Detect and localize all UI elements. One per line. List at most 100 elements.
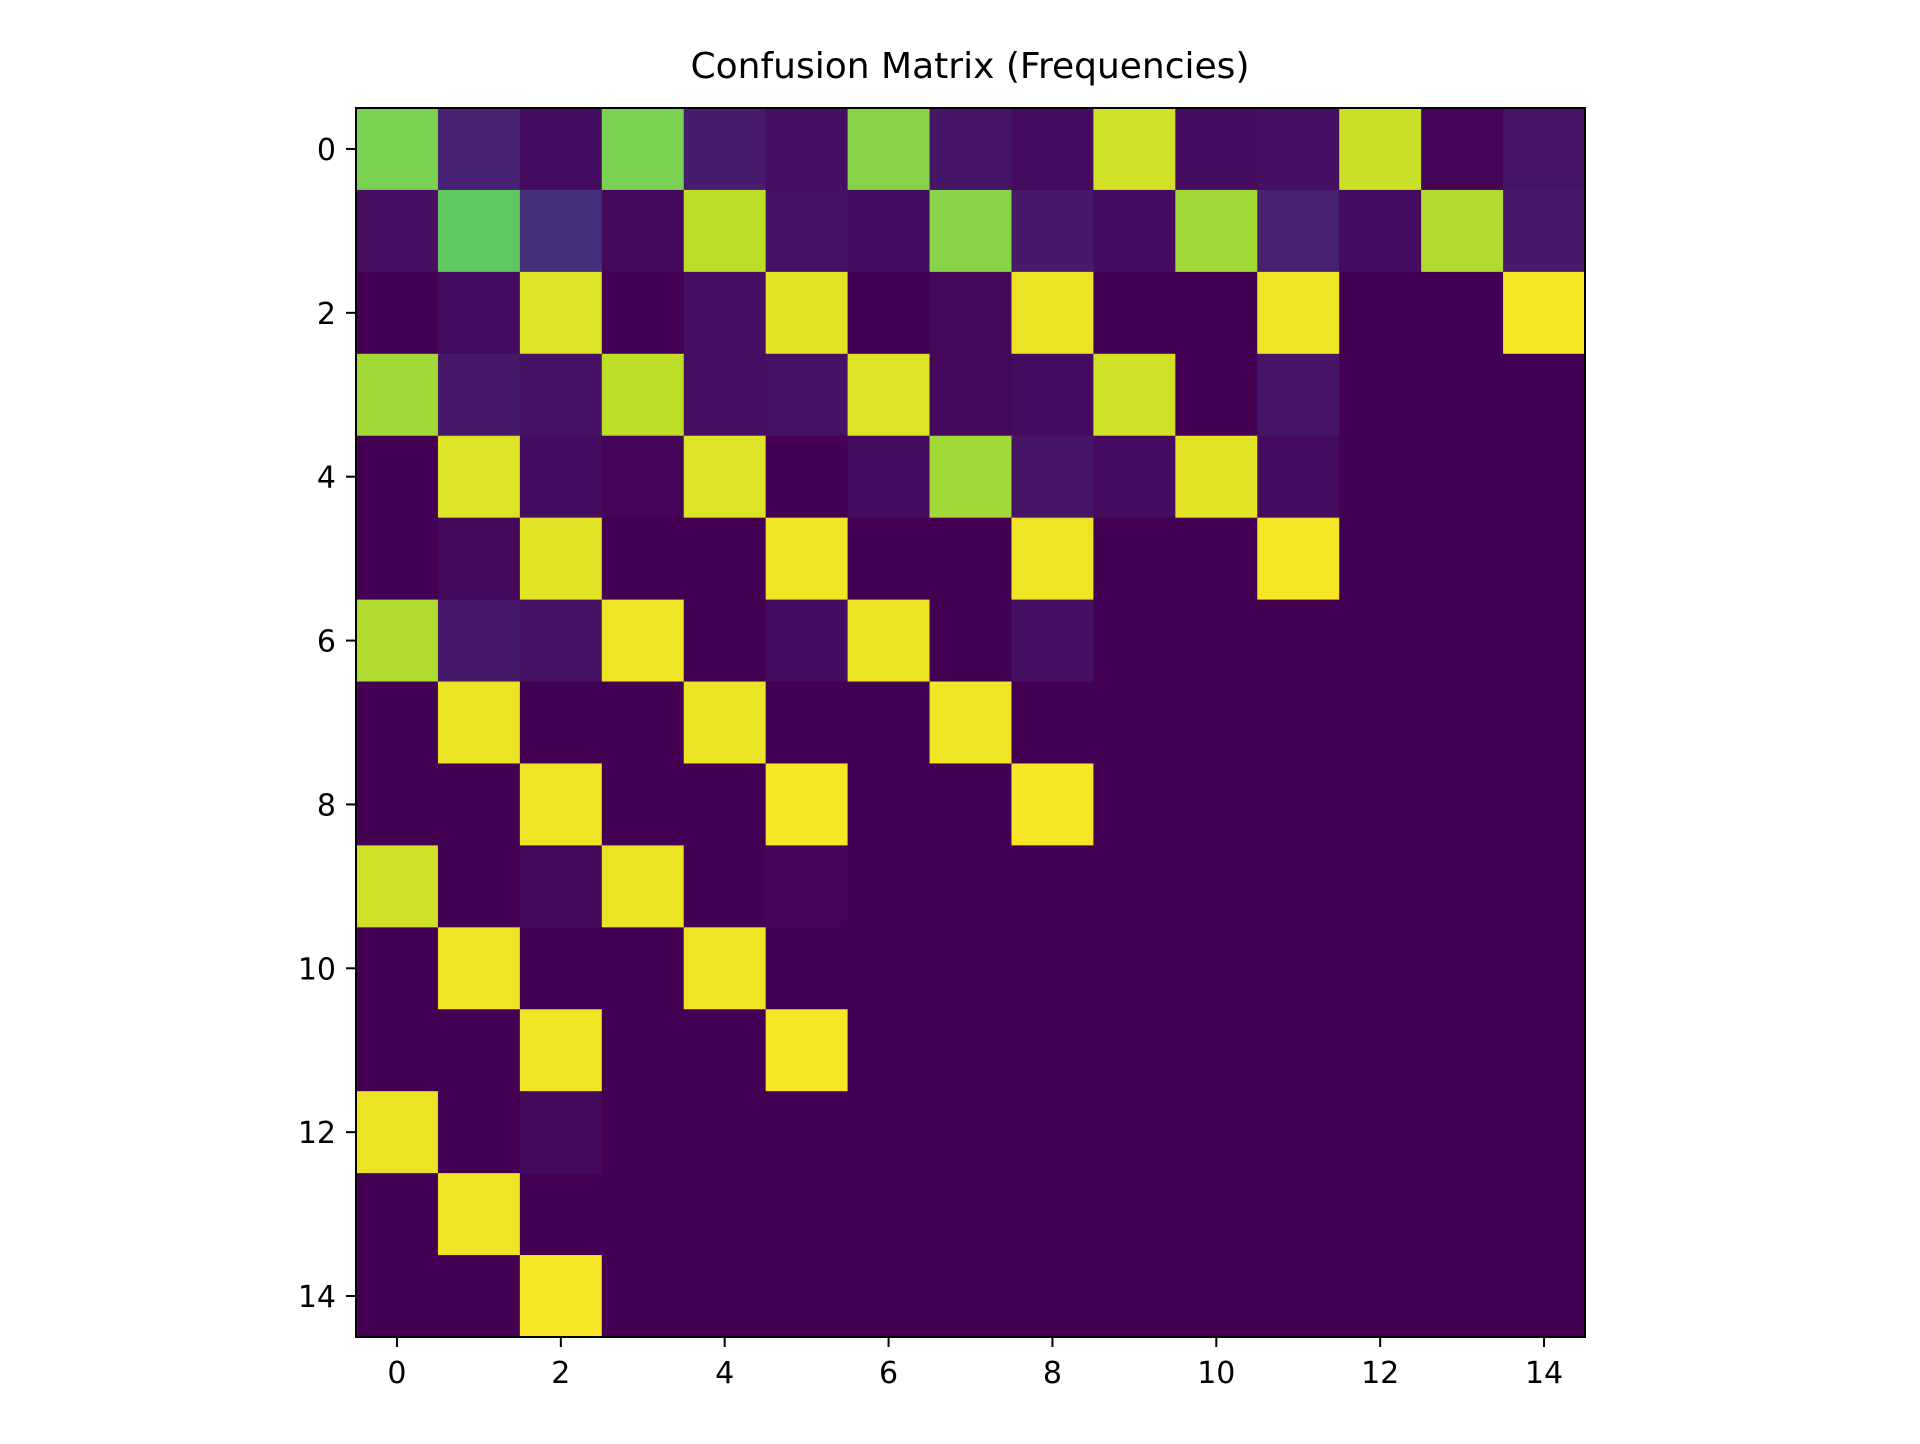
- heatmap-cell-r9-c6: [847, 845, 931, 928]
- heatmap-cell-r5-c6: [847, 517, 931, 601]
- heatmap-cell-r3-c11: [1257, 353, 1340, 437]
- heatmap-cell-r0-c4: [683, 108, 767, 191]
- heatmap-cell-r3-c12: [1339, 353, 1422, 437]
- heatmap-cell-r0-c9: [1093, 108, 1176, 191]
- x-tick-label: 8: [1043, 1356, 1062, 1391]
- heatmap-cell-r4-c9: [1093, 435, 1176, 519]
- heatmap-cell-r14-c7: [929, 1255, 1013, 1338]
- heatmap-cell-r9-c4: [683, 845, 767, 928]
- heatmap-cell-r0-c6: [847, 108, 931, 191]
- x-axis: 0 2 4 6 8 10 12 14: [387, 1337, 1563, 1391]
- heatmap-cell-r0-c1: [437, 108, 521, 191]
- heatmap-cell-r7-c12: [1339, 681, 1422, 765]
- heatmap-cell-r8-c12: [1339, 763, 1422, 846]
- heatmap-cell-r3-c0: [356, 353, 439, 437]
- heatmap-cell-r12-c6: [847, 1091, 931, 1174]
- heatmap-cell-r7-c4: [683, 681, 767, 765]
- heatmap-cell-r9-c5: [765, 845, 849, 928]
- heatmap-cell-r5-c5: [765, 517, 849, 601]
- heatmap-cell-r2-c7: [929, 271, 1013, 355]
- heatmap-cell-r2-c12: [1339, 271, 1422, 355]
- heatmap-cell-r1-c4: [683, 189, 767, 273]
- heatmap-cell-r6-c3: [601, 599, 685, 683]
- heatmap-cell-r12-c1: [437, 1091, 521, 1174]
- heatmap-cell-r2-c11: [1257, 271, 1340, 355]
- heatmap-cell-r4-c4: [683, 435, 767, 519]
- heatmap-cell-r4-c7: [929, 435, 1013, 519]
- x-tick-label: 10: [1197, 1356, 1235, 1391]
- heatmap-cell-r13-c10: [1175, 1173, 1258, 1256]
- heatmap-cell-r8-c0: [356, 763, 439, 846]
- heatmap-cell-r5-c13: [1421, 517, 1504, 601]
- heatmap-cell-r6-c6: [847, 599, 931, 683]
- heatmap-cell-r9-c1: [437, 845, 521, 928]
- heatmap-cell-r12-c12: [1339, 1091, 1422, 1174]
- heatmap-cell-r14-c5: [765, 1255, 849, 1338]
- heatmap-cell-r2-c4: [683, 271, 767, 355]
- heatmap-cell-r2-c3: [601, 271, 685, 355]
- heatmap-cell-r10-c5: [765, 927, 849, 1010]
- x-tick-label: 12: [1361, 1356, 1399, 1391]
- heatmap-cell-r4-c12: [1339, 435, 1422, 519]
- x-tick-label: 14: [1525, 1356, 1563, 1391]
- heatmap-cell-r5-c11: [1257, 517, 1340, 601]
- heatmap-cell-r6-c4: [683, 599, 767, 683]
- heatmap-cell-r4-c2: [519, 435, 603, 519]
- heatmap-cell-r11-c13: [1421, 1009, 1504, 1092]
- y-tick-label: 4: [317, 461, 336, 496]
- heatmap-cell-r5-c1: [437, 517, 521, 601]
- heatmap-cell-r0-c11: [1257, 108, 1340, 191]
- heatmap-cell-r5-c0: [356, 517, 439, 601]
- heatmap-cell-r3-c9: [1093, 353, 1176, 437]
- y-tick-label: 6: [317, 625, 336, 660]
- heatmap-cell-r1-c5: [765, 189, 849, 273]
- heatmap-cell-r10-c6: [847, 927, 931, 1010]
- heatmap-cell-r5-c9: [1093, 517, 1176, 601]
- heatmap-cell-r10-c11: [1257, 927, 1340, 1010]
- x-tick-label: 2: [551, 1356, 570, 1391]
- heatmap-cell-r9-c12: [1339, 845, 1422, 928]
- heatmap-cell-r2-c8: [1011, 271, 1094, 355]
- heatmap-cell-r2-c5: [765, 271, 849, 355]
- heatmap-cell-r13-c6: [847, 1173, 931, 1256]
- heatmap-cell-r6-c11: [1257, 599, 1340, 683]
- heatmap-cell-r11-c0: [356, 1009, 439, 1092]
- heatmap-cell-r11-c10: [1175, 1009, 1258, 1092]
- x-tick-label: 6: [879, 1356, 898, 1391]
- heatmap-cell-r7-c8: [1011, 681, 1094, 765]
- heatmap-cell-r1-c11: [1257, 189, 1340, 273]
- heatmap-cell-r2-c10: [1175, 271, 1258, 355]
- heatmap-cell-r6-c2: [519, 599, 603, 683]
- heatmap-cell-r5-c8: [1011, 517, 1094, 601]
- heatmap-cell-r7-c7: [929, 681, 1013, 765]
- heatmap-cell-r7-c1: [437, 681, 521, 765]
- heatmap-cell-r12-c11: [1257, 1091, 1340, 1174]
- heatmap-cell-r9-c9: [1093, 845, 1176, 928]
- heatmap-cell-r12-c14: [1503, 1091, 1586, 1174]
- heatmap-cell-r1-c9: [1093, 189, 1176, 273]
- heatmap-cell-r13-c0: [356, 1173, 439, 1256]
- heatmap-cell-r7-c0: [356, 681, 439, 765]
- chart-title: Confusion Matrix (Frequencies): [691, 46, 1250, 87]
- heatmap-cell-r9-c8: [1011, 845, 1094, 928]
- heatmap-cell-r6-c10: [1175, 599, 1258, 683]
- heatmap-cell-r1-c13: [1421, 189, 1504, 273]
- heatmap-cell-r12-c3: [601, 1091, 685, 1174]
- heatmap-cell-r2-c2: [519, 271, 603, 355]
- heatmap-cell-r3-c1: [437, 353, 521, 437]
- heatmap-cell-r13-c9: [1093, 1173, 1176, 1256]
- heatmap-cell-r12-c7: [929, 1091, 1013, 1174]
- heatmap-cell-r7-c5: [765, 681, 849, 765]
- heatmap-cell-r9-c14: [1503, 845, 1586, 928]
- heatmap-cell-r11-c1: [437, 1009, 521, 1092]
- heatmap-cell-r10-c1: [437, 927, 521, 1010]
- heatmap-cell-r8-c13: [1421, 763, 1504, 846]
- heatmap-cell-r1-c14: [1503, 189, 1586, 273]
- y-axis: 0 2 4 6 8 10 12 14: [298, 133, 356, 1315]
- heatmap-cell-r14-c1: [437, 1255, 521, 1338]
- heatmap-cell-r13-c7: [929, 1173, 1013, 1256]
- heatmap-cell-r1-c0: [356, 189, 439, 273]
- heatmap-cell-r14-c14: [1503, 1255, 1586, 1338]
- heatmap-cell-r8-c5: [765, 763, 849, 846]
